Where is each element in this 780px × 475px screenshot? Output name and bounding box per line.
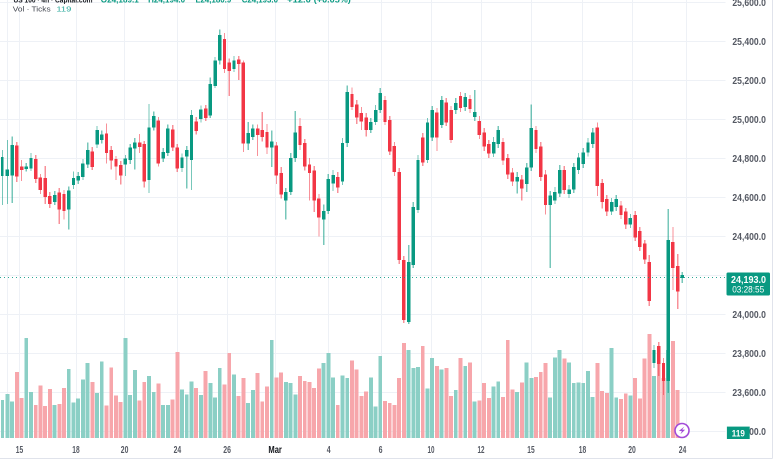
svg-text:24,600.0: 24,600.0 [732, 193, 766, 204]
svg-text:25,000.0: 25,000.0 [732, 115, 766, 126]
svg-text:23,800.0: 23,800.0 [732, 349, 766, 360]
svg-text:25,400.0: 25,400.0 [732, 37, 766, 48]
svg-text:23,600.0: 23,600.0 [732, 388, 766, 399]
svg-text:24,800.0: 24,800.0 [732, 154, 766, 165]
svg-text:25,600.0: 25,600.0 [732, 0, 766, 9]
svg-text:(+0.05%): (+0.05%) [314, 0, 351, 5]
svg-text:Mar: Mar [268, 445, 282, 456]
svg-text:24,000.0: 24,000.0 [732, 310, 766, 321]
svg-text:24,400.0: 24,400.0 [732, 232, 766, 243]
svg-text:H24,194.0: H24,194.0 [148, 0, 185, 5]
svg-text:26: 26 [223, 445, 231, 456]
svg-text:15: 15 [527, 445, 535, 456]
svg-text:24,193.0: 24,193.0 [731, 275, 766, 286]
svg-text:US 100 · 4h · Capital.com: US 100 · 4h · Capital.com [14, 0, 93, 5]
svg-text:20: 20 [121, 445, 129, 456]
svg-text:4: 4 [327, 445, 331, 456]
svg-text:18: 18 [579, 445, 587, 456]
svg-text:Vol · Ticks: Vol · Ticks [13, 5, 51, 14]
svg-text:24: 24 [174, 445, 182, 456]
svg-text:12: 12 [478, 445, 485, 456]
svg-text:6: 6 [379, 445, 383, 456]
svg-text:15: 15 [16, 445, 24, 456]
svg-text:119: 119 [56, 5, 71, 14]
svg-text:C24,193.0: C24,193.0 [242, 0, 279, 5]
svg-text:03:28:55: 03:28:55 [732, 285, 764, 295]
svg-text:10: 10 [428, 445, 435, 456]
svg-text:L24,180.9: L24,180.9 [196, 0, 232, 5]
svg-text:+12.0: +12.0 [287, 0, 311, 5]
svg-text:119: 119 [732, 429, 745, 440]
svg-text:O24,189.1: O24,189.1 [101, 0, 139, 5]
svg-text:18: 18 [72, 445, 80, 456]
svg-text:24: 24 [679, 445, 687, 456]
svg-text:25,200.0: 25,200.0 [732, 76, 766, 87]
svg-text:20: 20 [628, 445, 636, 456]
